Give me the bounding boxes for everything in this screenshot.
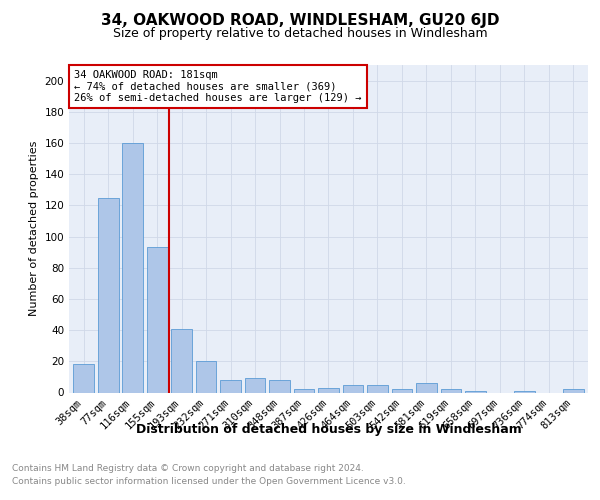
Bar	[269, 380, 290, 392]
Text: 34, OAKWOOD ROAD, WINDLESHAM, GU20 6JD: 34, OAKWOOD ROAD, WINDLESHAM, GU20 6JD	[101, 12, 499, 28]
Bar	[440, 390, 461, 392]
Bar	[343, 384, 364, 392]
Bar	[171, 328, 192, 392]
Bar	[514, 391, 535, 392]
Bar	[367, 384, 388, 392]
Bar	[147, 248, 167, 392]
Bar	[465, 391, 486, 392]
Bar	[196, 362, 217, 392]
Y-axis label: Number of detached properties: Number of detached properties	[29, 141, 39, 316]
Bar	[392, 390, 412, 392]
Text: 34 OAKWOOD ROAD: 181sqm
← 74% of detached houses are smaller (369)
26% of semi-d: 34 OAKWOOD ROAD: 181sqm ← 74% of detache…	[74, 70, 362, 103]
Bar	[318, 388, 339, 392]
Bar	[563, 390, 584, 392]
Text: Distribution of detached houses by size in Windlesham: Distribution of detached houses by size …	[136, 422, 521, 436]
Text: Contains public sector information licensed under the Open Government Licence v3: Contains public sector information licen…	[12, 478, 406, 486]
Bar	[73, 364, 94, 392]
Bar	[293, 390, 314, 392]
Text: Contains HM Land Registry data © Crown copyright and database right 2024.: Contains HM Land Registry data © Crown c…	[12, 464, 364, 473]
Bar	[416, 383, 437, 392]
Bar	[98, 198, 119, 392]
Bar	[220, 380, 241, 392]
Bar	[122, 143, 143, 392]
Text: Size of property relative to detached houses in Windlesham: Size of property relative to detached ho…	[113, 28, 487, 40]
Bar	[245, 378, 265, 392]
